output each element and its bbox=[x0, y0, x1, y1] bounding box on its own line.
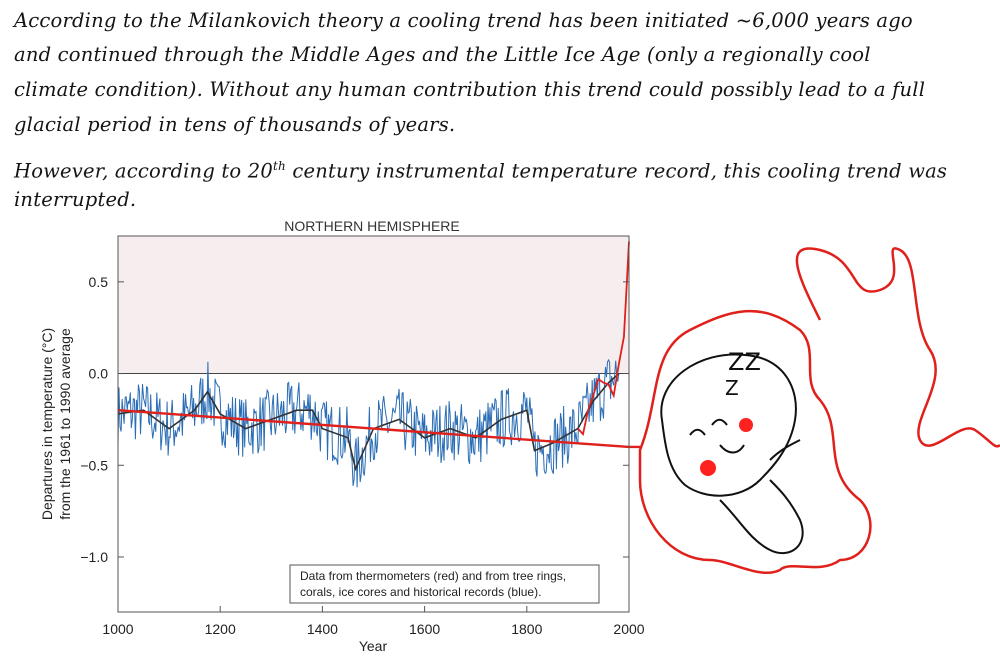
eye-right bbox=[711, 418, 728, 426]
note-line-6: interrupted. bbox=[14, 188, 137, 211]
y-axis-label-line-1: Departures in temperature (°C) bbox=[39, 328, 55, 520]
y-tick-label: −0.5 bbox=[80, 457, 108, 473]
eye-left bbox=[689, 428, 706, 436]
body-outline bbox=[719, 479, 804, 555]
note-line-2: and continued through the Middle Ages an… bbox=[14, 43, 871, 66]
red-thread-squiggle bbox=[795, 247, 1000, 448]
x-ticks: 1000 1200 1400 1600 1800 2000 bbox=[102, 606, 645, 637]
z-text: Z bbox=[725, 376, 739, 400]
note-line-3: climate condition). Without any human co… bbox=[14, 78, 926, 101]
left-cheek bbox=[700, 460, 716, 476]
plot-frame bbox=[117, 235, 630, 613]
chart-title: NORTHERN HEMISPHERE bbox=[284, 218, 460, 234]
sleeping-face-doodle: ZZ Z bbox=[638, 247, 1000, 575]
x-axis-label: Year bbox=[359, 638, 388, 654]
legend-line-2: corals, ice cores and historical records… bbox=[300, 585, 541, 599]
proxy-noisy-series bbox=[117, 358, 620, 488]
x-tick-label: 1200 bbox=[205, 621, 236, 637]
y-axis-label-line-2: from the 1961 to 1990 average bbox=[57, 328, 73, 520]
legend-box bbox=[289, 564, 600, 604]
y-ticks: 0.5 0.0 −0.5 −1.0 bbox=[80, 274, 629, 565]
x-tick-label: 1400 bbox=[307, 621, 338, 637]
x-tick-label: 1600 bbox=[409, 621, 440, 637]
note-line-5-sup: th bbox=[273, 159, 286, 173]
note-line-4: glacial period in tens of thousands of y… bbox=[14, 113, 456, 136]
right-cheek bbox=[739, 418, 753, 432]
note-line-1: According to the Milankovich theory a co… bbox=[14, 9, 913, 32]
x-tick-label: 1000 bbox=[102, 621, 133, 637]
y-tick-label: 0.5 bbox=[89, 274, 109, 290]
instrumental-series bbox=[577, 241, 630, 436]
head-outline bbox=[660, 353, 797, 497]
red-dream-outline bbox=[638, 309, 872, 575]
above-zero-shade bbox=[118, 236, 629, 374]
note-line-5-post: century instrumental temperature record,… bbox=[285, 159, 948, 183]
plot-layer bbox=[117, 236, 640, 488]
note-line-5-pre: However, according to 20 bbox=[14, 159, 273, 183]
zz-text: ZZ bbox=[728, 348, 761, 376]
x-tick-label: 2000 bbox=[613, 621, 644, 637]
arm-line bbox=[769, 439, 801, 461]
smoothed-proxy-series bbox=[117, 373, 620, 472]
mouth bbox=[719, 444, 745, 454]
cooling-trend-line bbox=[117, 409, 640, 449]
y-tick-label: −1.0 bbox=[80, 549, 108, 565]
note-line-5: However, according to 20th century instr… bbox=[14, 160, 947, 181]
x-tick-label: 1800 bbox=[511, 621, 542, 637]
legend-line-1: Data from thermometers (red) and from tr… bbox=[300, 569, 566, 583]
y-tick-label: 0.0 bbox=[89, 366, 109, 382]
